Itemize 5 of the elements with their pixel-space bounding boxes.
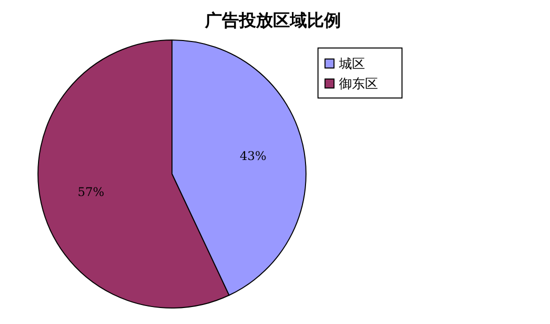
chart-title: 广告投放区域比例 <box>204 11 341 31</box>
legend-label: 御东区 <box>339 77 378 92</box>
data-label: 57% <box>78 185 104 200</box>
legend-label: 城区 <box>338 57 365 72</box>
data-label: 43% <box>240 148 266 163</box>
